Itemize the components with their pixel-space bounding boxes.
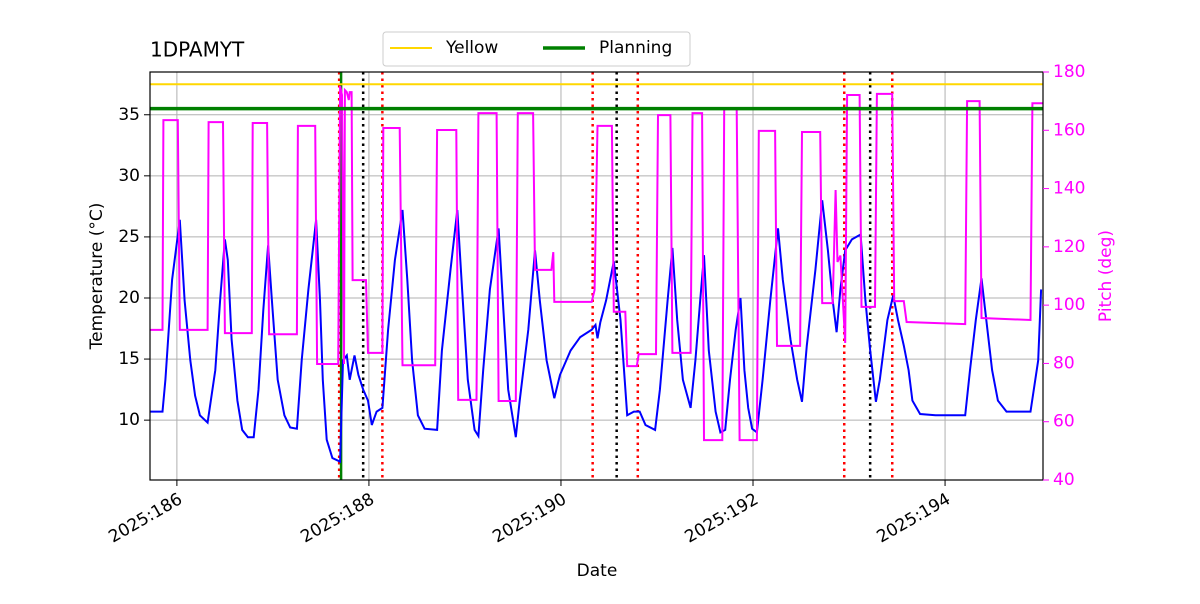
plot-area (150, 72, 1043, 480)
y-tick-label: 20 (118, 288, 140, 308)
y2-tick-label: 140 (1053, 179, 1085, 199)
legend-label: Planning (599, 38, 672, 58)
y2-tick-label: 160 (1053, 120, 1085, 140)
x-tick-label: 2025:190 (489, 489, 570, 547)
chart-title: 1DPAMYT (150, 38, 245, 62)
y2-tick-label: 120 (1053, 237, 1085, 257)
y-axis-label: Temperature (°C) (87, 203, 107, 351)
x-tick-label: 2025:192 (681, 489, 762, 547)
x-tick-label: 2025:186 (105, 489, 186, 547)
y-tick-label: 15 (118, 349, 140, 369)
y-tick-label: 10 (118, 410, 140, 430)
y-tick-label: 25 (118, 227, 140, 247)
x-tick-label: 2025:194 (874, 489, 955, 547)
y2-tick-label: 60 (1053, 412, 1075, 432)
y2-tick-label: 80 (1053, 353, 1075, 373)
y2-tick-label: 180 (1053, 62, 1085, 82)
series-line (150, 85, 1043, 442)
x-tick-label: 2025:188 (297, 489, 378, 547)
series-line (150, 200, 1043, 464)
y2-tick-label: 40 (1053, 470, 1075, 490)
axes-frame (149, 71, 1044, 481)
y2-axis-label: Pitch (deg) (1096, 230, 1116, 322)
legend: Yellow Planning (382, 31, 691, 67)
legend-label: Yellow (445, 38, 498, 58)
y-tick-label: 30 (118, 166, 140, 186)
x-axis-label: Date (577, 561, 618, 581)
legend-box (382, 31, 691, 67)
y2-tick-label: 100 (1053, 295, 1085, 315)
y-tick-label: 35 (118, 105, 140, 125)
